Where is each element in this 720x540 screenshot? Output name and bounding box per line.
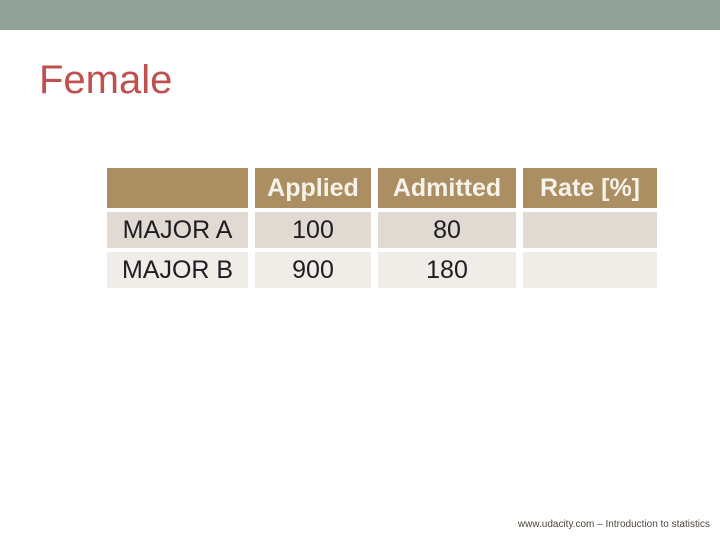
admissions-table: Applied Admitted Rate [%] MAJOR A 100 80… [100, 164, 664, 292]
table-header: Applied Admitted Rate [%] [107, 168, 657, 208]
admitted-value-cell: 180 [378, 252, 516, 288]
table-row-major-a: MAJOR A 100 80 [107, 212, 657, 248]
slide-title: Female [39, 58, 173, 102]
table-row-major-b: MAJOR B 900 180 [107, 252, 657, 288]
applied-value-cell: 100 [255, 212, 371, 248]
header-cell-applied: Applied [255, 168, 371, 208]
applied-value-cell: 900 [255, 252, 371, 288]
row-label-cell: MAJOR A [107, 212, 248, 248]
admitted-value-cell: 80 [378, 212, 516, 248]
footer-attribution: www.udacity.com – Introduction to statis… [517, 519, 710, 530]
header-cell-blank [107, 168, 248, 208]
table-body: MAJOR A 100 80 MAJOR B 900 180 [107, 212, 657, 288]
header-cell-rate: Rate [%] [523, 168, 657, 208]
header-row: Applied Admitted Rate [%] [107, 168, 657, 208]
rate-value-cell [523, 252, 657, 288]
rate-value-cell [523, 212, 657, 248]
top-accent-bar [0, 0, 720, 30]
header-cell-admitted: Admitted [378, 168, 516, 208]
row-label-cell: MAJOR B [107, 252, 248, 288]
